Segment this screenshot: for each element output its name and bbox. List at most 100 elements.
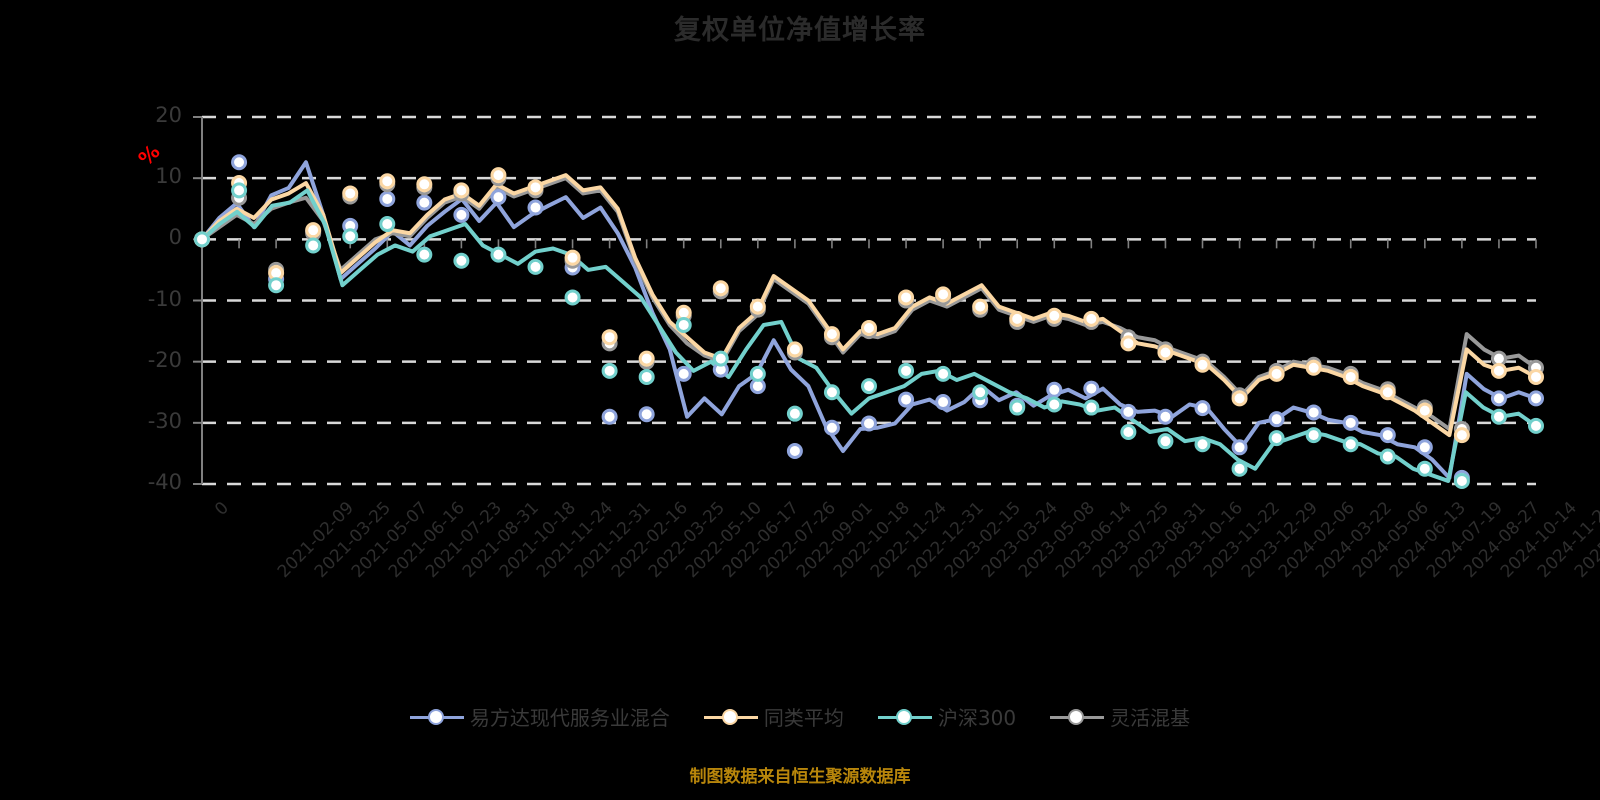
data-point-marker bbox=[1490, 390, 1507, 407]
data-point-marker bbox=[490, 246, 507, 263]
data-point-marker bbox=[1157, 433, 1174, 450]
data-point-marker bbox=[1416, 439, 1433, 456]
legend-dot-swatch bbox=[721, 708, 738, 725]
data-point-marker bbox=[1083, 380, 1100, 397]
series-line bbox=[200, 173, 1538, 438]
data-point-marker bbox=[749, 365, 766, 382]
data-point-marker bbox=[1342, 436, 1359, 453]
legend-dot-swatch bbox=[427, 708, 444, 725]
data-point-marker bbox=[1120, 403, 1137, 420]
data-point-marker bbox=[1268, 365, 1285, 382]
data-point-marker bbox=[1009, 399, 1026, 416]
data-point-marker bbox=[379, 173, 396, 190]
chart-title: 复权单位净值增长率 bbox=[674, 15, 926, 46]
data-point-marker bbox=[1046, 396, 1063, 413]
data-point-marker bbox=[416, 246, 433, 263]
legend-dot-swatch bbox=[1068, 708, 1085, 725]
data-point-marker bbox=[675, 316, 692, 333]
data-point-marker bbox=[1194, 400, 1211, 417]
data-point-marker bbox=[416, 194, 433, 211]
y-tick-label: -40 bbox=[147, 470, 182, 494]
series-markers bbox=[194, 154, 1544, 489]
data-point-marker bbox=[1231, 460, 1248, 477]
data-point-marker bbox=[1416, 402, 1433, 419]
data-point-marker bbox=[972, 384, 989, 401]
data-point-marker bbox=[1342, 414, 1359, 431]
legend-item[interactable]: 易方达现代服务业混合 bbox=[409, 702, 670, 731]
data-point-marker bbox=[861, 415, 877, 432]
data-point-marker bbox=[749, 298, 766, 315]
data-point-marker bbox=[1528, 417, 1544, 434]
data-point-marker bbox=[453, 182, 470, 199]
data-point-marker bbox=[527, 179, 544, 196]
data-point-marker bbox=[1268, 430, 1285, 447]
legend-label: 灵活混基 bbox=[1110, 706, 1191, 730]
data-point-marker bbox=[638, 406, 655, 423]
data-point-marker bbox=[231, 154, 248, 171]
data-point-marker bbox=[379, 190, 396, 207]
data-point-marker bbox=[305, 222, 322, 239]
data-point-marker bbox=[1342, 368, 1359, 385]
y-tick-label: 10 bbox=[155, 164, 182, 189]
data-source-note: 制图数据来自恒生聚源数据库 bbox=[689, 767, 911, 787]
data-point-marker bbox=[490, 167, 507, 184]
legend-label: 易方达现代服务业混合 bbox=[469, 706, 670, 730]
legend-item[interactable]: 同类平均 bbox=[703, 702, 844, 731]
data-point-marker bbox=[453, 206, 470, 223]
data-point-marker bbox=[1490, 408, 1507, 425]
data-point-marker bbox=[638, 350, 655, 367]
legend-marker-icon bbox=[1050, 706, 1105, 728]
data-point-marker bbox=[823, 384, 840, 401]
data-point-marker bbox=[935, 394, 952, 411]
data-point-marker bbox=[1490, 362, 1507, 379]
data-point-marker bbox=[342, 185, 359, 202]
data-point-marker bbox=[379, 216, 396, 233]
data-point-marker bbox=[898, 289, 915, 306]
legend-item[interactable]: 沪深300 bbox=[877, 702, 1016, 731]
legend-label: 同类平均 bbox=[763, 706, 844, 730]
data-point-marker bbox=[1268, 411, 1285, 428]
data-point-marker bbox=[564, 289, 581, 306]
data-point-marker bbox=[1157, 344, 1174, 361]
y-tick-label: 20 bbox=[155, 103, 182, 127]
data-point-marker bbox=[1416, 460, 1433, 477]
data-point-marker bbox=[1009, 310, 1026, 327]
chart-legend: 易方达现代服务业混合 同类平均 沪深300 灵活混基 bbox=[0, 702, 1600, 731]
legend-item[interactable]: 灵活混基 bbox=[1050, 702, 1190, 731]
data-point-marker bbox=[416, 176, 433, 193]
data-point-marker bbox=[1120, 335, 1137, 352]
data-point-marker bbox=[1231, 439, 1248, 456]
data-point-marker bbox=[1305, 427, 1322, 444]
data-point-marker bbox=[305, 237, 322, 254]
data-point-marker bbox=[898, 362, 915, 379]
data-point-marker bbox=[786, 405, 803, 422]
data-point-marker bbox=[712, 350, 729, 367]
data-point-marker bbox=[1379, 448, 1396, 465]
data-point-marker bbox=[1194, 436, 1211, 453]
data-point-marker bbox=[453, 252, 470, 269]
data-point-marker bbox=[490, 189, 507, 206]
data-point-marker bbox=[935, 286, 952, 303]
data-point-marker bbox=[268, 277, 285, 294]
data-point-marker bbox=[601, 329, 618, 346]
y-tick-label: 0 bbox=[168, 225, 182, 250]
data-point-marker bbox=[1379, 427, 1396, 444]
data-point-marker bbox=[1453, 472, 1470, 489]
data-point-marker bbox=[1120, 424, 1137, 441]
data-point-marker bbox=[527, 258, 544, 275]
legend-marker-icon bbox=[409, 706, 464, 728]
data-point-marker bbox=[194, 231, 210, 248]
legend-dot-swatch bbox=[895, 708, 912, 725]
data-point-marker bbox=[935, 365, 952, 382]
data-point-marker bbox=[898, 391, 915, 408]
y-tick-label: -10 bbox=[147, 286, 182, 311]
data-point-marker bbox=[1528, 368, 1544, 385]
data-point-marker bbox=[786, 341, 803, 358]
data-point-marker bbox=[1453, 427, 1470, 444]
data-point-marker bbox=[861, 320, 877, 337]
data-point-marker bbox=[601, 408, 618, 425]
legend-marker-icon bbox=[703, 706, 758, 728]
data-point-marker bbox=[823, 326, 840, 343]
data-point-marker bbox=[1231, 390, 1248, 407]
